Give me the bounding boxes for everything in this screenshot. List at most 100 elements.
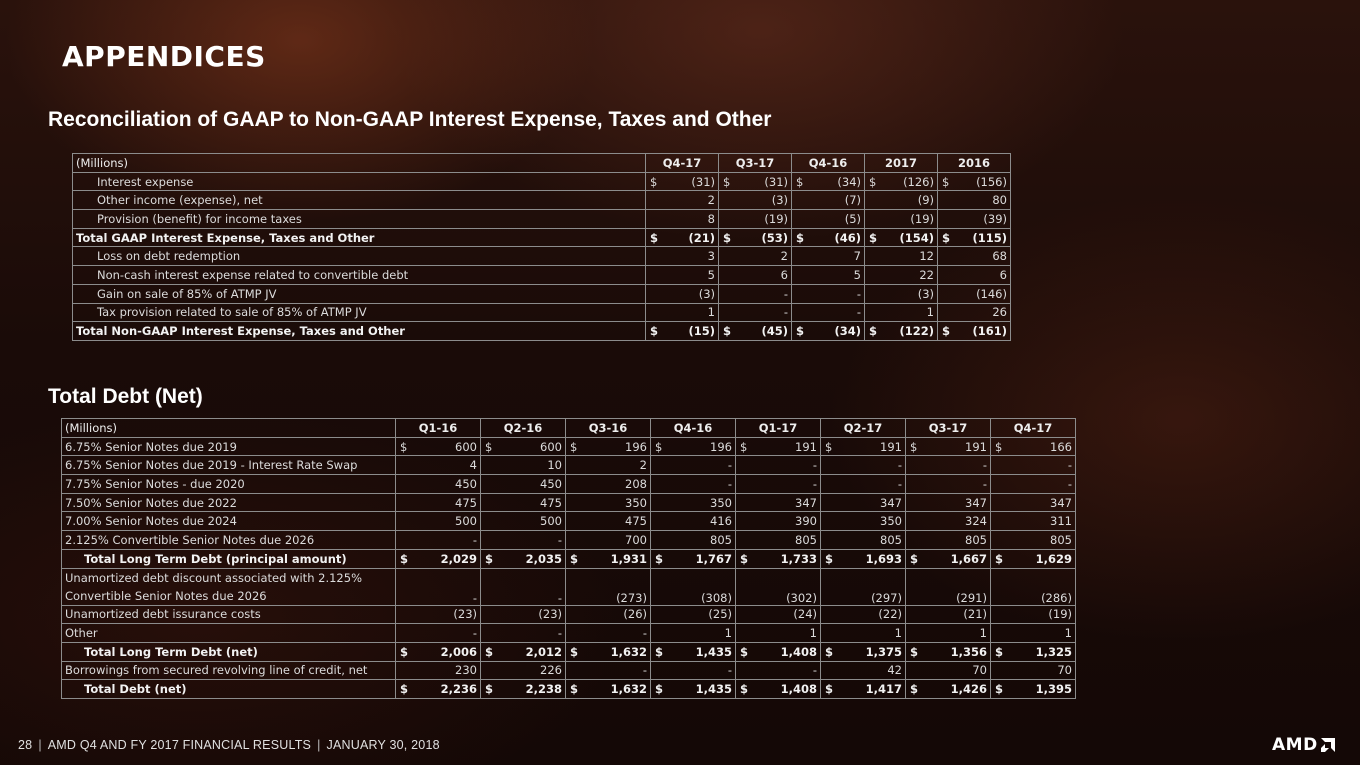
cell-value: 311 [1050, 514, 1072, 529]
table-row: Tax provision related to sale of 85% of … [72, 302, 1011, 323]
column-header: Q3-16 [565, 418, 651, 438]
table-cell: (22) [820, 604, 906, 625]
cell-content: 2 [647, 193, 718, 207]
currency-symbol: $ [995, 439, 1003, 454]
cell-value: - [557, 626, 562, 641]
cell-value: (15) [688, 324, 715, 339]
cell-value: - [897, 458, 902, 473]
cell-value: - [557, 532, 562, 547]
table-cell: $2,238 [480, 679, 566, 699]
section-title-total-debt: Total Debt (Net) [48, 385, 203, 408]
cell-value: - [856, 305, 861, 320]
cell-value: 230 [455, 663, 477, 678]
cell-content: 500 [397, 514, 480, 528]
table-cell: - [791, 283, 865, 304]
row-label: 6.75% Senior Notes due 2019 - Interest R… [61, 455, 396, 476]
cell-value: 1,375 [865, 644, 902, 659]
table-cell: (297) [820, 567, 906, 606]
table-cell: $1,931 [565, 548, 651, 569]
currency-symbol: $ [740, 682, 749, 697]
table-cell: 347 [735, 492, 821, 513]
cell-content: - [652, 663, 735, 678]
cell-content: (3) [720, 193, 791, 207]
cell-value: 1,435 [695, 644, 732, 659]
cell-content: - [907, 458, 990, 472]
cell-content: 1 [907, 626, 990, 641]
cell-content: (26) [567, 607, 650, 621]
table-cell: (3) [864, 283, 938, 304]
cell-content: (146) [939, 287, 1010, 301]
cell-value: - [472, 590, 477, 605]
table-cell: 2 [565, 455, 651, 476]
cell-content: $ (122) [866, 324, 937, 339]
table-cell: $1,435 [650, 679, 736, 699]
cell-content: (19) [866, 212, 937, 226]
cell-content: (24) [737, 607, 820, 621]
table-cell: 500 [395, 511, 481, 532]
cell-content: - [737, 458, 820, 472]
cell-value: 1,408 [780, 682, 817, 697]
cell-content: $1,417 [822, 682, 905, 696]
cell-content: $1,931 [567, 552, 650, 566]
currency-symbol: $ [400, 682, 409, 697]
cell-content: 805 [822, 533, 905, 547]
cell-content: $2,238 [482, 682, 565, 696]
cell-value: (7) [844, 193, 861, 208]
cell-value: 475 [455, 495, 477, 510]
cell-value: (122) [899, 324, 934, 339]
cell-value: (302) [786, 590, 817, 605]
column-header: Q1-16 [395, 418, 481, 438]
table-cell: (23) [395, 604, 481, 625]
cell-content: 347 [737, 496, 820, 510]
cell-content: - [720, 305, 791, 319]
cell-value: 226 [540, 663, 562, 678]
table-cell: $1,417 [820, 679, 906, 699]
cell-content: 230 [397, 663, 480, 678]
currency-symbol: $ [796, 230, 805, 245]
cell-value: - [727, 663, 732, 678]
cell-value: 8 [707, 211, 715, 226]
cell-content: $1,435 [652, 644, 735, 659]
table-cell: - [565, 660, 651, 681]
cell-content: 350 [567, 496, 650, 510]
table-cell: (286) [990, 567, 1076, 606]
cell-content: 2 [720, 249, 791, 263]
cell-value: 1 [979, 626, 987, 641]
cell-value: (25) [708, 607, 732, 622]
cell-content: 42 [822, 663, 905, 677]
cell-value: 805 [710, 532, 732, 547]
table-cell: $1,356 [905, 641, 991, 662]
table-cell: 2 [645, 190, 719, 211]
table-row: Total Long Term Debt (net) $2,006 $2,012 $1… [61, 641, 1076, 662]
currency-symbol: $ [942, 174, 950, 189]
row-label: 7.00% Senior Notes due 2024 [61, 511, 396, 532]
table-cell: 347 [820, 492, 906, 513]
cell-value: 166 [1050, 439, 1072, 454]
cell-content: (286) [992, 591, 1075, 605]
table-cell: 475 [565, 511, 651, 532]
table-cell: (3) [645, 283, 719, 304]
table-cell: 70 [990, 660, 1076, 681]
column-header: Q2-17 [820, 418, 906, 438]
currency-symbol: $ [723, 174, 731, 189]
cell-value: (46) [834, 230, 861, 245]
currency-symbol: $ [485, 551, 494, 566]
table-row: 6.75% Senior Notes due 2019 $600 $600 $196 $… [61, 436, 1076, 457]
table-cell: - [395, 530, 481, 550]
row-label: Other income (expense), net [72, 190, 646, 211]
cell-content: 390 [737, 514, 820, 528]
cell-content: $1,408 [737, 645, 820, 659]
table-cell: 350 [820, 511, 906, 532]
row-label: 6.75% Senior Notes due 2019 [61, 436, 396, 457]
table-cell: $1,767 [650, 548, 736, 569]
cell-value: 70 [972, 663, 987, 678]
cell-content: $ (31) [647, 175, 718, 189]
table-cell: - [791, 302, 865, 323]
cell-value: 450 [540, 476, 562, 491]
cell-content: 324 [907, 514, 990, 528]
cell-content: (19) [720, 212, 791, 226]
table-cell: 805 [990, 530, 1076, 550]
table-cell: $2,029 [395, 548, 481, 569]
cell-content: 450 [482, 476, 565, 491]
table-cell: 12 [864, 246, 938, 267]
